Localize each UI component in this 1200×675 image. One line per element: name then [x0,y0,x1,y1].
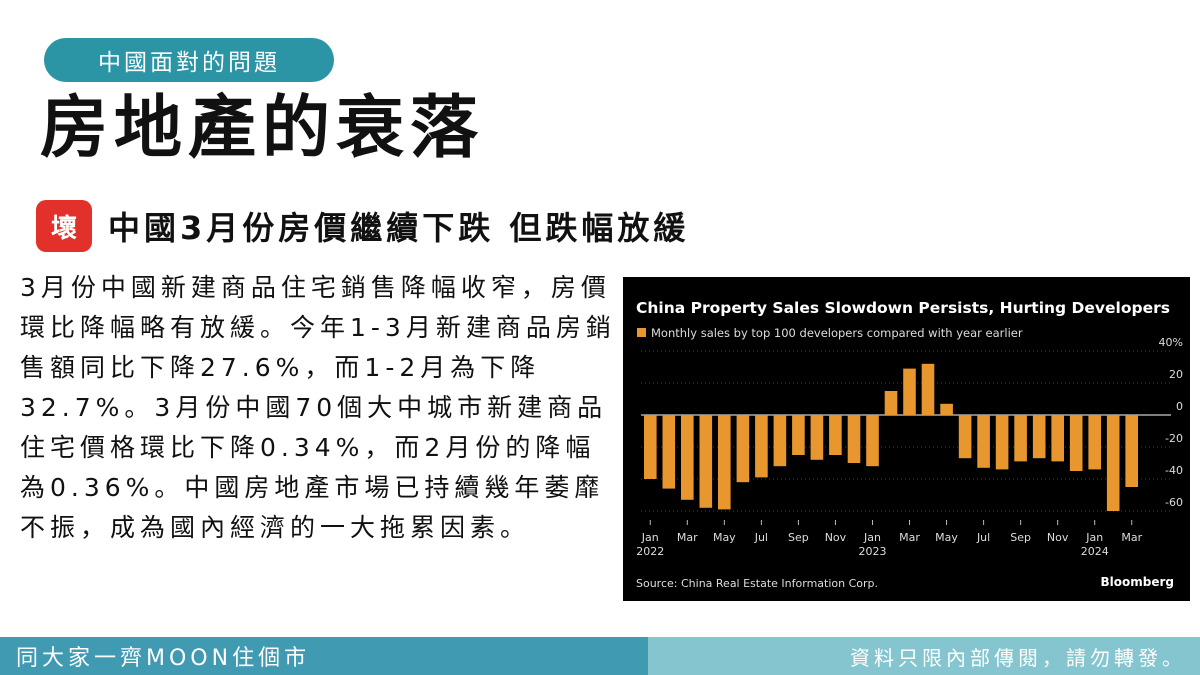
legend-swatch [637,328,646,337]
bar [699,415,713,508]
bar [829,415,842,455]
x-tick-year: 2023 [858,545,886,558]
bar [1106,415,1120,511]
topic-tag: 中國面對的問題 [44,38,334,82]
x-tick-label: Jan [863,531,881,544]
y-tick-label: 40% [1159,336,1183,349]
bar [1088,415,1101,470]
x-tick-label: Mar [677,531,698,544]
bar [1125,415,1138,487]
bar [847,415,861,463]
x-tick-label: Jan [1085,531,1103,544]
page-title: 房地產的衰落 [40,89,485,168]
x-tick-year: 2022 [636,545,664,558]
bar [1069,415,1083,471]
bar [773,415,787,467]
x-tick-label: May [935,531,958,544]
bar [921,363,935,415]
chart-source: Source: China Real Estate Information Co… [636,577,878,590]
article-body: 3月份中國新建商品住宅銷售降幅收窄，房價環比降幅略有放緩。今年1-3月新建商品房… [20,273,616,542]
x-tick-label: Jul [754,531,768,544]
bar [1051,415,1064,462]
bar [810,415,824,460]
x-tick-year: 2024 [1081,545,1109,558]
bad-news-badge: 壞 [36,200,92,252]
bar [903,368,916,415]
bar [644,415,657,479]
bar [1014,415,1027,462]
bar [1032,415,1046,459]
x-tick-label: Mar [1121,531,1142,544]
bar [736,415,750,483]
x-tick-label: Nov [825,531,847,544]
bar [681,415,694,500]
bar [718,415,731,510]
x-tick-label: Nov [1047,531,1069,544]
y-tick-label: -40 [1165,464,1183,477]
x-tick-label: May [713,531,736,544]
property-sales-chart: China Property Sales Slowdown Persists, … [623,277,1190,601]
x-tick-label: Mar [899,531,920,544]
bar [792,415,805,455]
x-tick-label: Sep [788,531,809,544]
x-tick-label: Sep [1010,531,1031,544]
y-tick-label: -20 [1165,432,1183,445]
y-tick-label: -60 [1165,496,1183,509]
bar [662,415,676,489]
chart-svg: China Property Sales Slowdown Persists, … [636,299,1183,590]
headline: 中國3月份房價繼續下跌 但跌幅放緩 [108,209,690,247]
bloomberg-logo: Bloomberg [1101,575,1175,589]
bar [866,415,879,467]
x-tick-label: Jan [641,531,659,544]
footer-slogan: 同大家一齊MOON住個市 [0,637,648,675]
x-tick-label: Jul [976,531,990,544]
chart-title: China Property Sales Slowdown Persists, … [636,299,1170,317]
bar [977,415,990,468]
y-tick-label: 0 [1176,400,1183,413]
footer-disclaimer: 資料只限內部傳閱，請勿轉發。 [648,637,1200,675]
bar [884,391,898,415]
bar [958,415,972,459]
bar [940,403,953,415]
legend-label: Monthly sales by top 100 developers comp… [651,326,1023,340]
y-tick-label: 20 [1169,368,1183,381]
bar [995,415,1009,470]
bar [755,415,768,478]
